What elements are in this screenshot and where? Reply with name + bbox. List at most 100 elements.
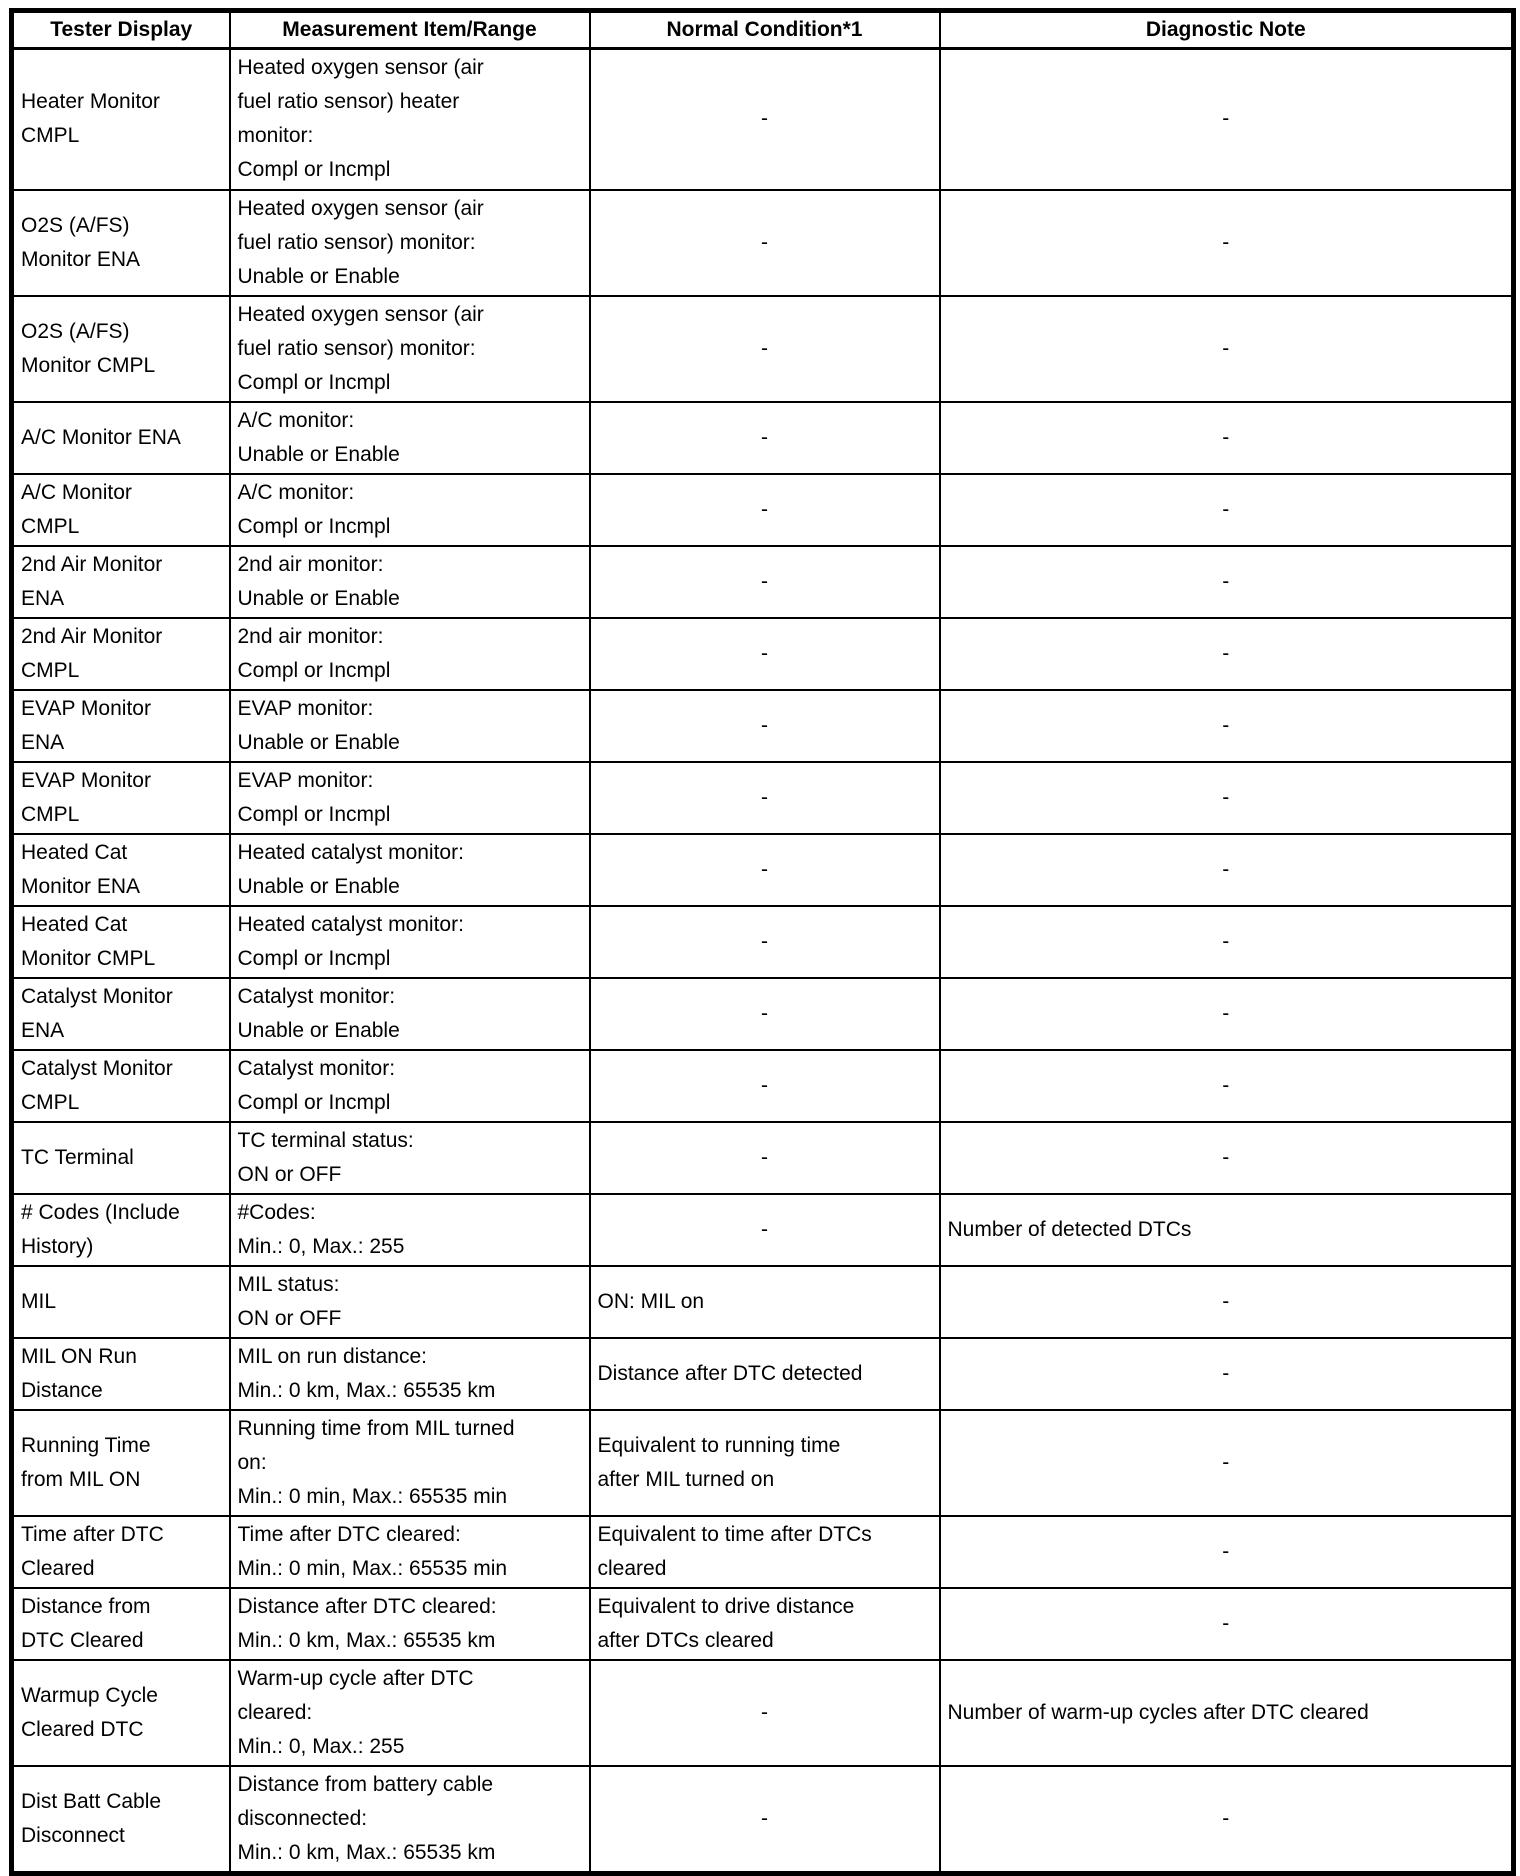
cell-measurement-item-range: Warm-up cycle after DTC cleared: Min.: 0… [228,1658,591,1767]
cell-normal-condition: - [588,1192,941,1267]
cell-normal-condition: - [588,1048,941,1123]
cell-tester-display: Catalyst Monitor CMPL [10,1048,231,1123]
cell-measurement-item-range: Heated oxygen sensor (air fuel ratio sen… [228,188,591,297]
table-row: Heated Cat Monitor CMPL Heated catalyst … [10,904,1515,979]
table-row: Heated Cat Monitor ENA Heated catalyst m… [10,832,1515,907]
cell-tester-display: 2nd Air Monitor ENA [10,544,231,619]
cell-measurement-item-range: Heated catalyst monitor: Unable or Enabl… [228,832,591,907]
cell-normal-condition: - [588,616,941,691]
cell-measurement-item-range: 2nd air monitor: Compl or Incmpl [228,616,591,691]
cell-normal-condition: - [588,760,941,835]
cell-measurement-item-range: Heated catalyst monitor: Compl or Incmpl [228,904,591,979]
cell-diagnostic-note: - [938,1586,1515,1661]
col-header-normal-condition: Normal Condition*1 [588,9,941,50]
cell-diagnostic-note: - [938,976,1515,1051]
cell-normal-condition: - [588,688,941,763]
cell-diagnostic-note: - [938,1764,1515,1874]
cell-normal-condition: Equivalent to running time after MIL tur… [588,1408,941,1517]
cell-normal-condition: - [588,400,941,475]
cell-tester-display: O2S (A/FS) Monitor CMPL [10,294,231,403]
col-header-tester-display: Tester Display [10,9,231,50]
table-row: Catalyst Monitor ENA Catalyst monitor: U… [10,976,1515,1051]
table-row: TC Terminal TC terminal status: ON or OF… [10,1120,1515,1195]
cell-measurement-item-range: A/C monitor: Unable or Enable [228,400,591,475]
cell-normal-condition: Equivalent to time after DTCs cleared [588,1514,941,1589]
tester-display-spec-table: Tester Display Measurement Item/Range No… [9,8,1516,1876]
cell-measurement-item-range: Running time from MIL turned on: Min.: 0… [228,1408,591,1517]
table-row: A/C Monitor ENA A/C monitor: Unable or E… [10,400,1515,475]
cell-normal-condition: - [588,976,941,1051]
cell-tester-display: MIL ON Run Distance [10,1336,231,1411]
cell-diagnostic-note: Number of detected DTCs [938,1192,1515,1267]
cell-diagnostic-note: - [938,1408,1515,1517]
cell-measurement-item-range: TC terminal status: ON or OFF [228,1120,591,1195]
cell-tester-display: Catalyst Monitor ENA [10,976,231,1051]
cell-normal-condition: ON: MIL on [588,1264,941,1339]
table-row: Running Time from MIL ON Running time fr… [10,1408,1515,1517]
cell-measurement-item-range: MIL on run distance: Min.: 0 km, Max.: 6… [228,1336,591,1411]
col-header-diagnostic-note: Diagnostic Note [938,9,1515,50]
header-row: Tester Display Measurement Item/Range No… [10,9,1515,50]
table-row: Warmup Cycle Cleared DTC Warm-up cycle a… [10,1658,1515,1767]
cell-normal-condition: - [588,294,941,403]
table-row: EVAP Monitor ENA EVAP monitor: Unable or… [10,688,1515,763]
cell-measurement-item-range: Time after DTC cleared: Min.: 0 min, Max… [228,1514,591,1589]
cell-normal-condition: - [588,1658,941,1767]
table-row: Heater Monitor CMPL Heated oxygen sensor… [10,47,1515,191]
cell-diagnostic-note: - [938,1048,1515,1123]
cell-diagnostic-note: - [938,294,1515,403]
cell-tester-display: # Codes (Include History) [10,1192,231,1267]
cell-diagnostic-note: - [938,544,1515,619]
cell-measurement-item-range: EVAP monitor: Compl or Incmpl [228,760,591,835]
cell-tester-display: Heater Monitor CMPL [10,47,231,191]
cell-tester-display: Dist Batt Cable Disconnect [10,1764,231,1874]
cell-tester-display: O2S (A/FS) Monitor ENA [10,188,231,297]
cell-normal-condition: - [588,1120,941,1195]
cell-diagnostic-note: - [938,1120,1515,1195]
cell-normal-condition: - [588,904,941,979]
cell-tester-display: Heated Cat Monitor ENA [10,832,231,907]
cell-measurement-item-range: Heated oxygen sensor (air fuel ratio sen… [228,47,591,191]
cell-measurement-item-range: 2nd air monitor: Unable or Enable [228,544,591,619]
cell-tester-display: EVAP Monitor CMPL [10,760,231,835]
cell-measurement-item-range: Catalyst monitor: Unable or Enable [228,976,591,1051]
cell-diagnostic-note: - [938,688,1515,763]
cell-tester-display: A/C Monitor ENA [10,400,231,475]
table-row: 2nd Air Monitor CMPL 2nd air monitor: Co… [10,616,1515,691]
cell-normal-condition: - [588,188,941,297]
table-row: A/C Monitor CMPL A/C monitor: Compl or I… [10,472,1515,547]
cell-diagnostic-note: - [938,1336,1515,1411]
cell-tester-display: A/C Monitor CMPL [10,472,231,547]
cell-tester-display: TC Terminal [10,1120,231,1195]
table-row: EVAP Monitor CMPL EVAP monitor: Compl or… [10,760,1515,835]
cell-diagnostic-note: - [938,616,1515,691]
table-row: # Codes (Include History) #Codes: Min.: … [10,1192,1515,1267]
cell-tester-display: Warmup Cycle Cleared DTC [10,1658,231,1767]
table-row: MIL MIL status: ON or OFF ON: MIL on - [10,1264,1515,1339]
cell-tester-display: EVAP Monitor ENA [10,688,231,763]
cell-normal-condition: - [588,544,941,619]
table-row: Distance from DTC Cleared Distance after… [10,1586,1515,1661]
cell-measurement-item-range: Heated oxygen sensor (air fuel ratio sen… [228,294,591,403]
cell-normal-condition: - [588,47,941,191]
cell-diagnostic-note: - [938,760,1515,835]
cell-diagnostic-note: - [938,1264,1515,1339]
cell-diagnostic-note: - [938,1514,1515,1589]
cell-normal-condition: - [588,472,941,547]
table-row: Catalyst Monitor CMPL Catalyst monitor: … [10,1048,1515,1123]
cell-measurement-item-range: Catalyst monitor: Compl or Incmpl [228,1048,591,1123]
cell-diagnostic-note: - [938,47,1515,191]
cell-tester-display: Time after DTC Cleared [10,1514,231,1589]
cell-measurement-item-range: EVAP monitor: Unable or Enable [228,688,591,763]
cell-diagnostic-note: - [938,904,1515,979]
cell-measurement-item-range: MIL status: ON or OFF [228,1264,591,1339]
table-row: O2S (A/FS) Monitor ENA Heated oxygen sen… [10,188,1515,297]
cell-tester-display: MIL [10,1264,231,1339]
table-row: Time after DTC Cleared Time after DTC cl… [10,1514,1515,1589]
table-row: Dist Batt Cable Disconnect Distance from… [10,1764,1515,1874]
cell-diagnostic-note: - [938,400,1515,475]
cell-diagnostic-note: - [938,832,1515,907]
cell-tester-display: Distance from DTC Cleared [10,1586,231,1661]
cell-normal-condition: Equivalent to drive distance after DTCs … [588,1586,941,1661]
